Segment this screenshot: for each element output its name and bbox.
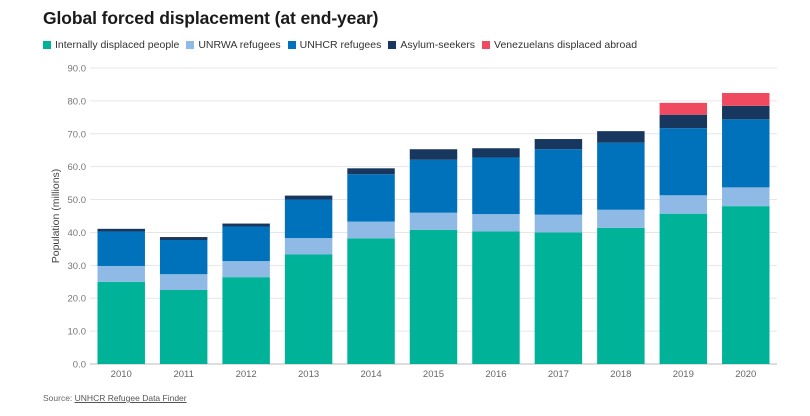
source-link[interactable]: UNHCR Refugee Data Finder xyxy=(74,393,187,403)
bar-segment xyxy=(97,281,145,364)
legend-label: Internally displaced people xyxy=(55,39,180,51)
chart-legend: Internally displaced people UNRWA refugee… xyxy=(43,39,644,51)
x-tick-label: 2014 xyxy=(360,369,381,380)
bar-segment xyxy=(284,238,333,255)
bar-segment xyxy=(159,237,208,241)
y-tick-label: 20.0 xyxy=(68,294,87,305)
bar-segment xyxy=(347,238,395,364)
legend-label: Venezuelans displaced abroad xyxy=(494,39,638,51)
bar-segment xyxy=(722,206,770,364)
bar-segment xyxy=(722,119,770,188)
legend-label: UNRWA refugees xyxy=(198,39,281,51)
bar-segment xyxy=(659,114,708,129)
source-prefix: Source: xyxy=(43,393,75,403)
bar-segment xyxy=(534,139,583,150)
bar-segment xyxy=(97,231,145,266)
bar-segment xyxy=(347,174,395,222)
bar-segment xyxy=(722,105,770,120)
legend-label: Asylum-seekers xyxy=(400,39,476,51)
x-tick-label: 2013 xyxy=(298,369,319,380)
bar-segment xyxy=(347,221,395,239)
bar-segment xyxy=(597,227,645,364)
y-tick-label: 40.0 xyxy=(68,228,87,239)
bar-segment xyxy=(97,228,145,232)
bar-segment xyxy=(659,213,708,364)
legend-item: Internally displaced people xyxy=(43,39,179,51)
bar-segment xyxy=(597,131,645,143)
bar-segment xyxy=(409,149,458,160)
x-tick-label: 2019 xyxy=(673,369,694,380)
legend-label: UNHCR refugees xyxy=(299,39,382,51)
x-tick-label: 2012 xyxy=(236,369,257,380)
bar-segment xyxy=(222,223,270,227)
bar-segment xyxy=(222,261,270,278)
bar-segment xyxy=(472,148,520,158)
legend-swatch xyxy=(388,41,397,49)
bar-segment xyxy=(597,142,645,210)
legend-item: UNRWA refugees xyxy=(186,39,281,51)
x-tick-label: 2016 xyxy=(485,369,506,380)
bar-segment xyxy=(97,265,145,282)
x-tick-label: 2015 xyxy=(423,369,444,380)
y-tick-label: 30.0 xyxy=(68,261,87,272)
x-tick-label: 2020 xyxy=(735,369,756,380)
y-tick-label: 60.0 xyxy=(68,162,87,173)
legend-item: UNHCR refugees xyxy=(287,39,382,51)
y-axis-label: Population (millions) xyxy=(50,169,62,264)
bar-segment xyxy=(722,92,770,106)
bar-segment xyxy=(159,240,208,275)
bar-segment xyxy=(284,254,333,364)
bar-segment xyxy=(534,149,583,215)
chart-title: Global forced displacement (at end-year) xyxy=(43,8,379,28)
x-tick-label: 2011 xyxy=(173,369,193,380)
bar-segment xyxy=(722,187,770,207)
bar-segment xyxy=(284,195,333,200)
bar-segment xyxy=(659,128,708,196)
bar-segment xyxy=(472,231,520,364)
bar-segment xyxy=(222,226,270,262)
bar-segment xyxy=(597,209,645,228)
legend-item: Asylum-seekers xyxy=(388,39,475,51)
bar-segment xyxy=(534,232,583,364)
bar-segment xyxy=(472,214,520,232)
bar-segment xyxy=(409,212,458,230)
bar-segment xyxy=(659,195,708,214)
legend-item: Venezuelans displaced abroad xyxy=(482,39,637,51)
bar-segment xyxy=(409,229,458,364)
bar-segment xyxy=(159,274,208,290)
x-tick-label: 2010 xyxy=(111,369,132,380)
y-tick-label: 80.0 xyxy=(68,96,87,107)
chart-source: Source: UNHCR Refugee Data Finder xyxy=(43,393,187,403)
legend-swatch xyxy=(43,41,51,49)
bar-segment xyxy=(222,277,270,364)
bar-segment xyxy=(284,199,333,239)
bar-segment xyxy=(472,157,520,215)
x-tick-label: 2017 xyxy=(548,369,569,380)
bar-segment xyxy=(159,290,208,364)
y-tick-label: 0.0 xyxy=(73,360,86,371)
y-tick-label: 90.0 xyxy=(68,64,87,75)
legend-swatch xyxy=(287,41,296,49)
bar-segment xyxy=(534,214,583,233)
bar-segment xyxy=(409,159,458,213)
x-tick-label: 2018 xyxy=(610,369,631,380)
y-tick-label: 10.0 xyxy=(68,327,87,338)
legend-swatch xyxy=(482,41,491,49)
legend-swatch xyxy=(186,41,195,49)
bar-segment xyxy=(659,102,708,115)
y-tick-label: 70.0 xyxy=(68,129,87,140)
bar-segment xyxy=(347,168,395,175)
y-tick-label: 50.0 xyxy=(68,195,87,206)
